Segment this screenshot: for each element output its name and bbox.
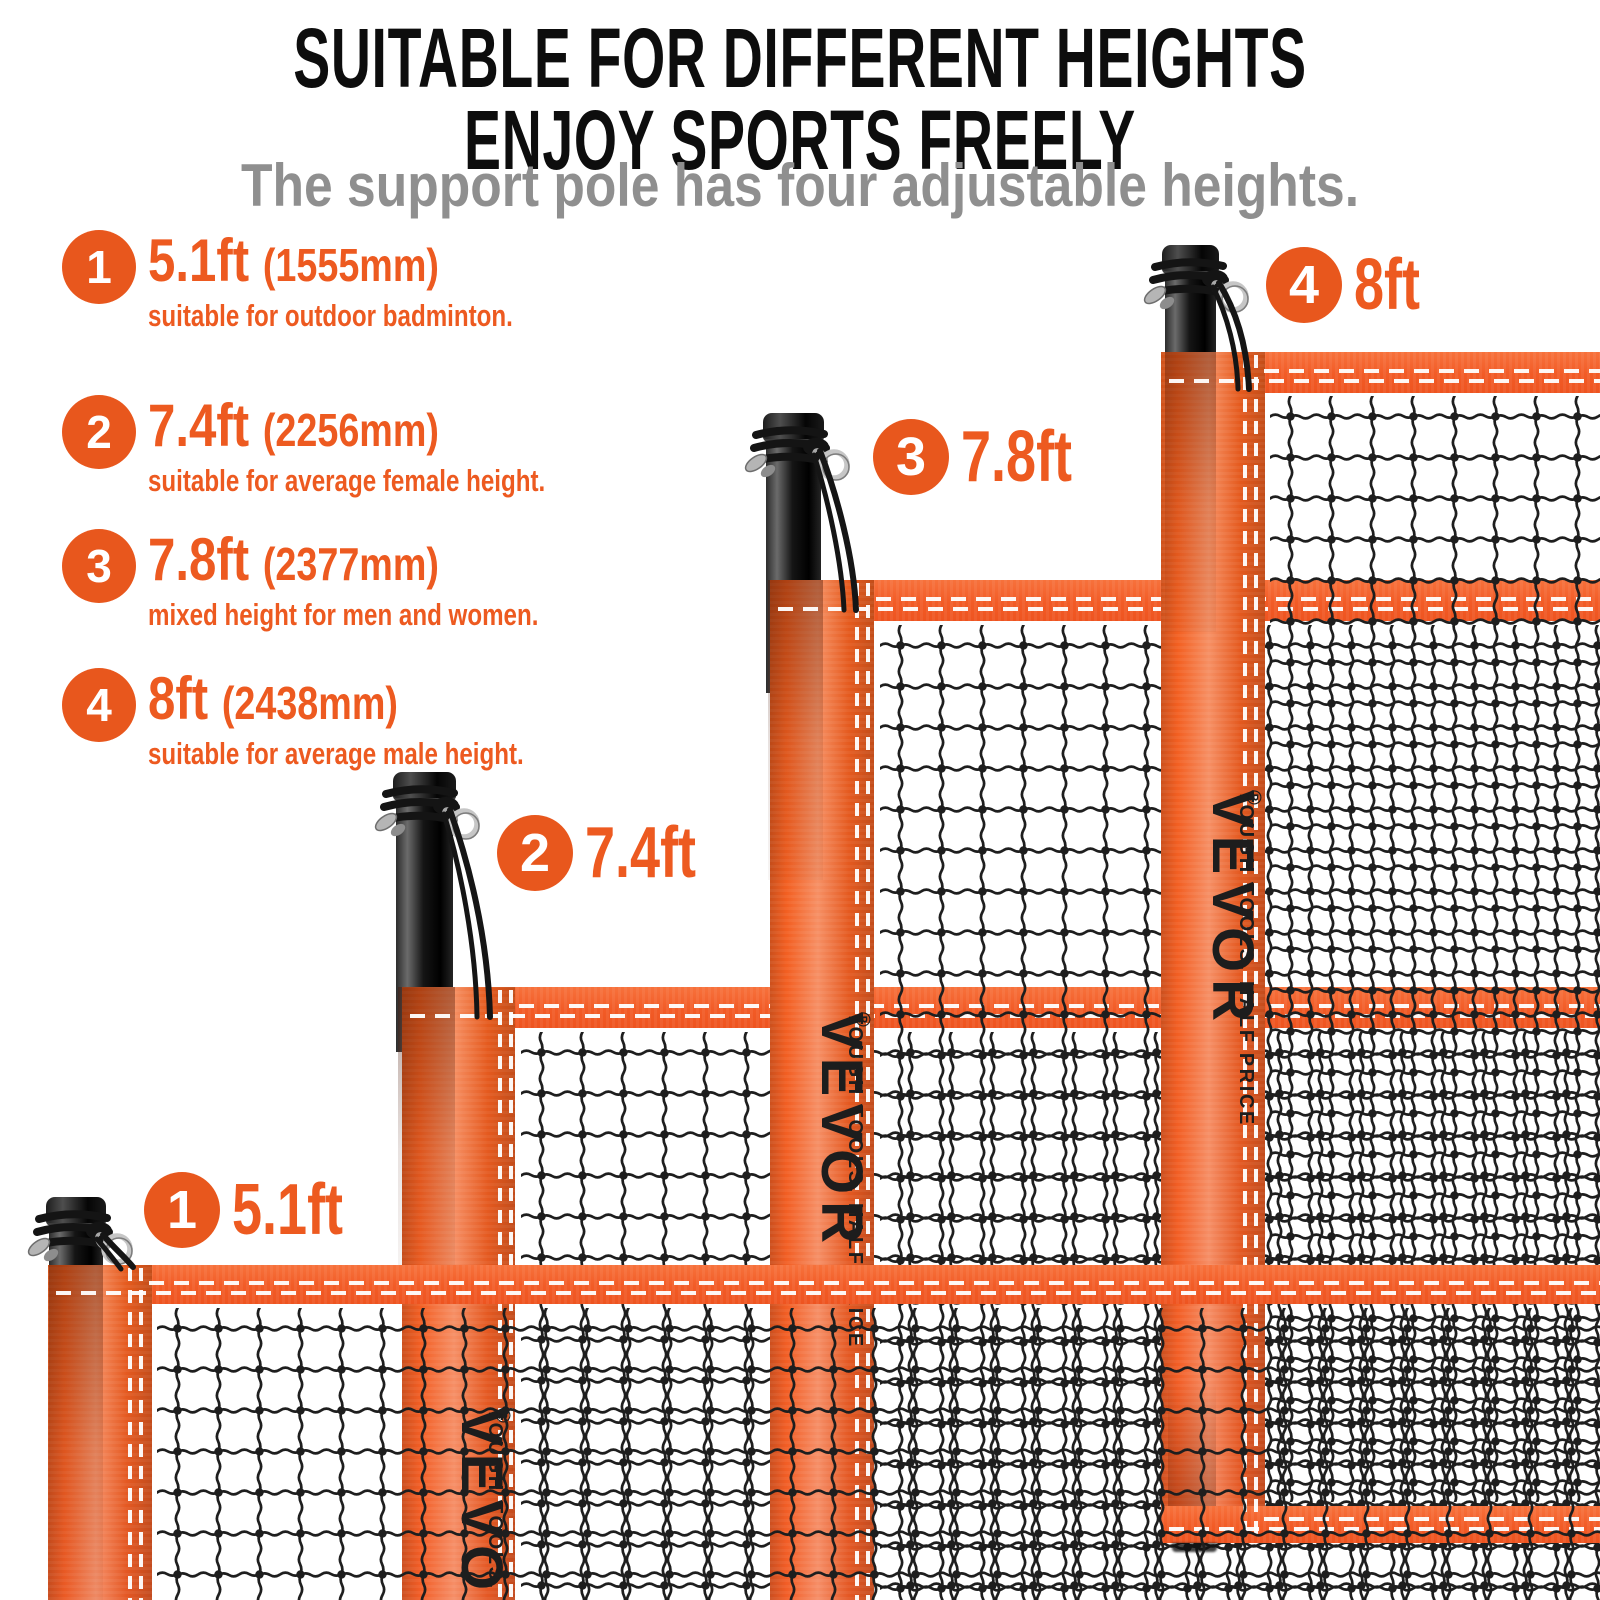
height-value: 7.8ft (148, 526, 250, 593)
height-value: 7.4ft (148, 392, 250, 459)
height-value: 8ft (148, 665, 209, 732)
wing-nut-icon (27, 1237, 59, 1262)
legend-number-badge: 1 (62, 230, 136, 304)
rope-strand-icon (100, 1232, 136, 1270)
stitch-line (139, 1268, 143, 1600)
pole-shadow (768, 580, 823, 880)
net-side-band (48, 1265, 152, 1600)
stitch-line (1243, 355, 1247, 1541)
wing-nut-icon (744, 453, 776, 478)
badge-height-label: 8ft (1354, 245, 1420, 325)
brand-mark: VEVOR® TOUGH TOOLS, HALF PRICE (772, 1012, 874, 1349)
legend-desc: suitable for outdoor badminton. (148, 298, 513, 333)
pole-hardware (27, 1210, 136, 1272)
stitch-line (855, 583, 859, 1600)
badge-number: 4 (1266, 247, 1342, 323)
pole-shadow (49, 1265, 103, 1600)
page-title-line2: ENJOY SPORTS FREELY (464, 93, 1136, 187)
legend-height-label: 8ft (2438mm) (148, 669, 544, 729)
pole-shadow (398, 987, 455, 1287)
height-mm: (2256mm) (262, 404, 439, 456)
badge-number: 3 (873, 419, 949, 495)
ring-icon (448, 808, 480, 840)
legend-number-badge: 3 (62, 529, 136, 603)
stitch-line (128, 1268, 132, 1600)
page-title-line1: SUITABLE FOR DIFFERENT HEIGHTS (293, 11, 1307, 105)
legend-desc: suitable for average male height. (148, 736, 524, 771)
pole-hardware (1143, 258, 1252, 392)
brand-mark: VEVOR® TOUGH TOOLS, HALF PRICE (1163, 790, 1265, 1127)
pole-shadow (1165, 352, 1216, 632)
rope-strand-icon (441, 811, 480, 1020)
badge-height-label: 7.4ft (585, 813, 697, 893)
height-mm: (2438mm) (221, 677, 398, 729)
height-value: 5.1ft (148, 227, 250, 294)
legend-number-badge: 2 (62, 395, 136, 469)
stitch-line (1254, 355, 1258, 1541)
rope-strand-icon (447, 807, 493, 1020)
registered-mark: ® (851, 1012, 873, 1027)
badge-number: 2 (497, 815, 573, 891)
badge-number: 1 (144, 1172, 220, 1248)
legend-desc: mixed height for men and women. (148, 597, 539, 632)
stitch-line (866, 583, 870, 1600)
height-mm: (2377mm) (262, 538, 439, 590)
brand-logo-text: VEVOR (809, 1012, 874, 1251)
rope-strand-icon (811, 452, 847, 613)
wing-nut-icon (1143, 285, 1175, 310)
legend-desc: suitable for average female height. (148, 463, 546, 498)
stitch-line (1169, 379, 1600, 383)
rope-strand-icon (1216, 280, 1252, 392)
badge-height-label: 7.8ft (961, 417, 1073, 497)
ring-icon (818, 449, 850, 481)
page-subtitle: The support pole has four adjustable hei… (240, 152, 1360, 219)
stitch-line (1264, 369, 1600, 373)
net-mesh (157, 1308, 1600, 1600)
legend-height-label: 7.4ft (2256mm) (148, 396, 566, 456)
legend-height-label: 5.1ft (1555mm) (148, 231, 532, 291)
pole-hardware (374, 785, 493, 1020)
stitch-line (149, 1281, 1600, 1285)
rope-strand-icon (1210, 284, 1241, 392)
rope-strand-icon (94, 1236, 124, 1272)
stitch-line (56, 1291, 1600, 1295)
legend-number-badge: 4 (62, 668, 136, 742)
badge-height-label: 5.1ft (232, 1170, 344, 1250)
brand-logo-text: VEVOR (1200, 790, 1265, 1029)
registered-mark: ® (1242, 790, 1264, 805)
rope-strand-icon (817, 448, 859, 613)
legend-height-label: 7.8ft (2377mm) (148, 530, 559, 590)
height-mm: (1555mm) (262, 239, 439, 291)
pole-hardware (744, 426, 859, 613)
wing-nut-icon (374, 812, 406, 837)
